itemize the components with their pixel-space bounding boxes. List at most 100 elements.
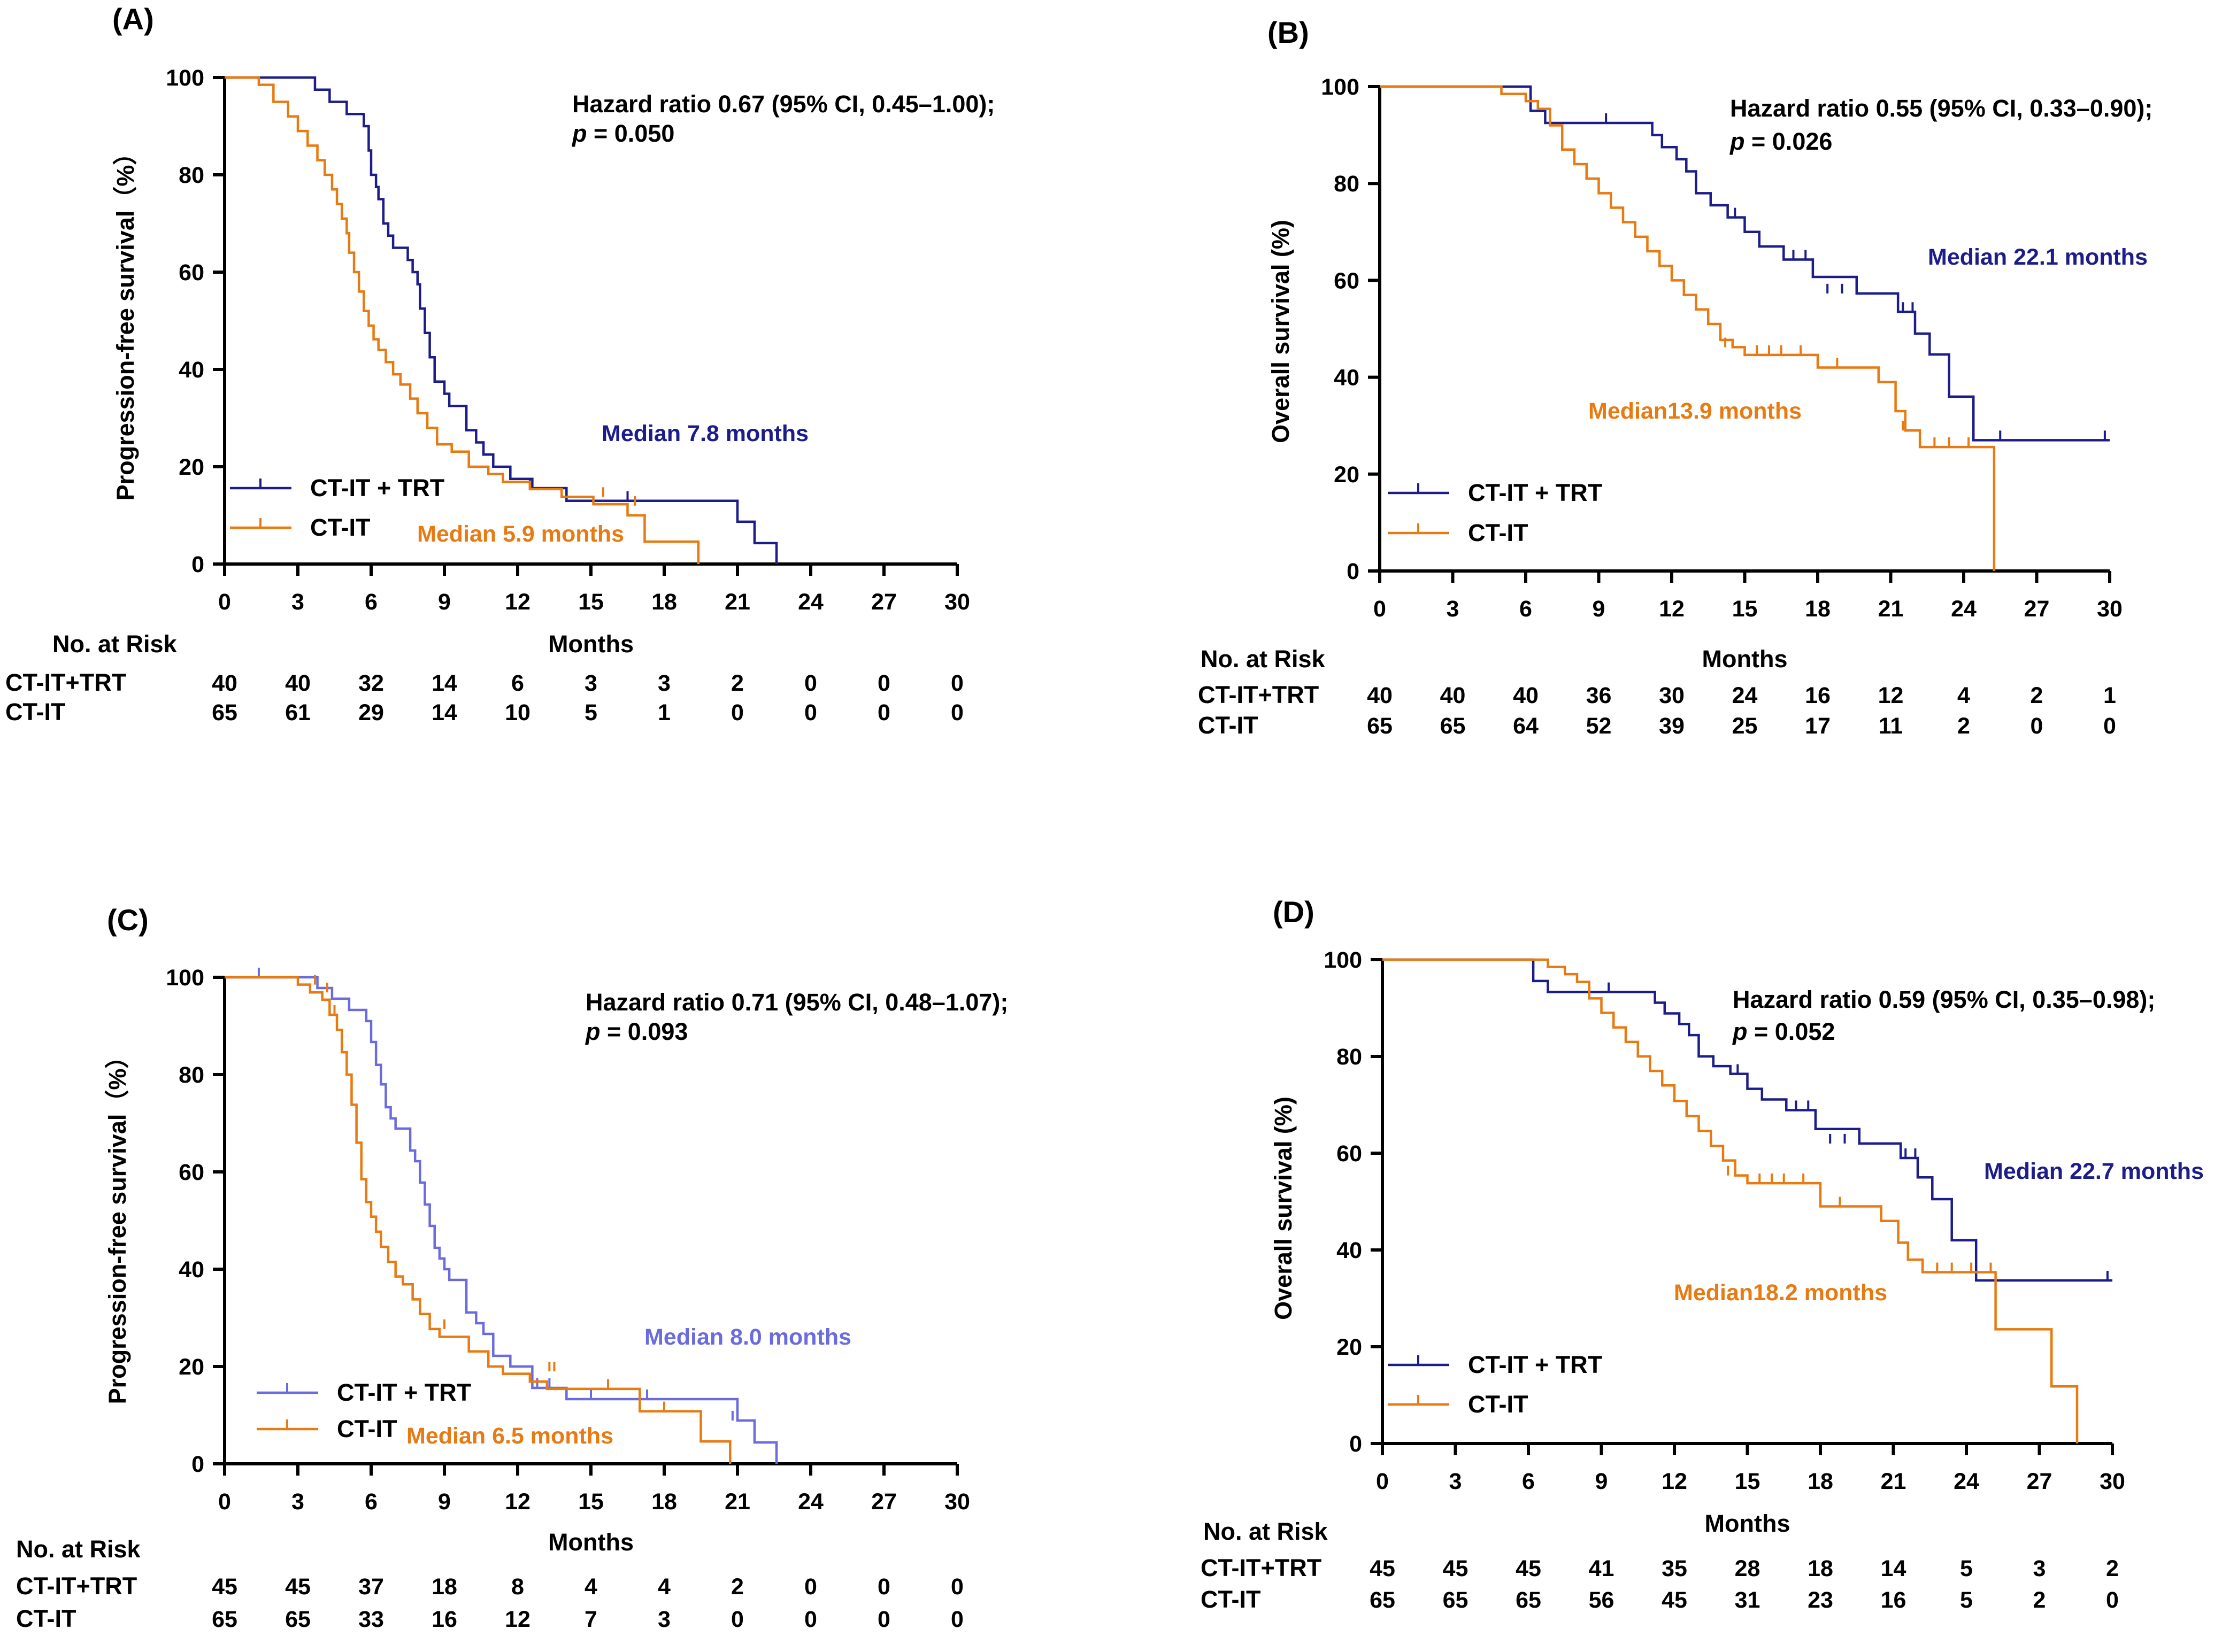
risk-count: 0 — [878, 1574, 890, 1600]
y-tick-label: 0 — [1347, 559, 1359, 584]
risk-row-label-ct-it-trt: CT-IT+TRT — [16, 1572, 137, 1600]
x-tick-label: 18 — [1808, 1469, 1833, 1494]
risk-count: 40 — [212, 670, 237, 696]
risk-count: 0 — [2106, 1587, 2119, 1613]
x-tick-label: 30 — [944, 589, 970, 615]
risk-count: 5 — [1960, 1587, 1973, 1613]
risk-count: 56 — [1589, 1587, 1614, 1613]
x-tick-label: 3 — [291, 1489, 304, 1515]
survival-curve-ct-it — [1382, 958, 2079, 1443]
legend-label-ct-it-trt: CT-IT + TRT — [310, 474, 444, 501]
x-tick-label: 6 — [365, 1489, 378, 1515]
risk-count: 2 — [2033, 1587, 2046, 1613]
x-tick-label: 0 — [1373, 596, 1386, 622]
risk-count: 64 — [1513, 713, 1539, 739]
risk-count: 45 — [1516, 1556, 1541, 1581]
risk-count: 32 — [358, 670, 384, 696]
median-label-ct-it-trt: Median 22.7 months — [1984, 1159, 2204, 1184]
y-axis-title: Progression-free survival（%） — [104, 1045, 131, 1404]
x-axis-title: Months — [1705, 1510, 1790, 1537]
risk-count: 0 — [951, 670, 964, 696]
p-value-text: p = 0.026 — [1729, 128, 1832, 155]
risk-count: 0 — [878, 700, 890, 725]
risk-count: 0 — [2031, 713, 2043, 739]
p-value-text: p = 0.052 — [1732, 1018, 1835, 1045]
risk-count: 0 — [951, 1574, 964, 1600]
x-tick-label: 30 — [944, 1489, 970, 1515]
y-tick-label: 0 — [191, 1452, 204, 1477]
risk-count: 14 — [1881, 1556, 1906, 1581]
y-tick-label: 40 — [1336, 1238, 1362, 1263]
risk-count: 10 — [505, 700, 530, 725]
y-tick-label: 20 — [179, 454, 204, 480]
panel-label: (B) — [1267, 16, 1309, 49]
y-tick-label: 100 — [166, 965, 204, 991]
median-label-ct-it: Median18.2 months — [1674, 1280, 1887, 1306]
risk-count: 0 — [878, 1607, 890, 1632]
x-tick-label: 21 — [725, 589, 750, 615]
panel-label: (D) — [1273, 895, 1314, 929]
x-tick-label: 21 — [1881, 1469, 1906, 1494]
survival-curve-ct-it — [225, 76, 700, 564]
risk-row-label-ct-it-trt: CT-IT+TRT — [1198, 681, 1319, 708]
x-tick-label: 21 — [725, 1489, 750, 1515]
x-axis-title: Months — [1702, 645, 1788, 673]
x-tick-label: 27 — [871, 1489, 897, 1515]
risk-row-label-ct-it-trt: CT-IT+TRT — [1201, 1554, 1321, 1581]
p-value: = 0.050 — [587, 120, 675, 147]
legend-label-ct-it-trt: CT-IT + TRT — [1468, 479, 1602, 506]
x-tick-label: 27 — [2027, 1469, 2052, 1494]
survival-curve-ct-it-trt — [1380, 85, 2110, 442]
risk-count: 16 — [1881, 1587, 1906, 1613]
x-tick-label: 24 — [1954, 1469, 1979, 1494]
risk-count: 2 — [731, 1574, 744, 1600]
risk-count: 29 — [358, 700, 384, 725]
risk-count: 0 — [804, 1574, 817, 1600]
risk-count: 12 — [1878, 683, 1904, 708]
risk-count: 1 — [2103, 683, 2116, 708]
y-tick-label: 80 — [1334, 171, 1359, 197]
legend-label-ct-it: CT-IT — [1468, 519, 1528, 546]
risk-count: 31 — [1735, 1587, 1760, 1613]
risk-count: 65 — [212, 1607, 237, 1632]
x-tick-label: 30 — [2097, 596, 2123, 622]
y-tick-label: 60 — [1336, 1141, 1362, 1167]
legend-label-ct-it: CT-IT — [1468, 1391, 1528, 1418]
p-value: = 0.052 — [1748, 1018, 1835, 1045]
y-axis-title: Progression-free survival（%） — [112, 141, 139, 501]
risk-count: 36 — [1586, 683, 1612, 708]
risk-count: 8 — [511, 1574, 524, 1600]
median-label-ct-it: Median13.9 months — [1588, 398, 1802, 424]
risk-count: 2 — [2031, 683, 2043, 708]
risk-count: 23 — [1808, 1587, 1833, 1613]
y-tick-label: 40 — [1334, 365, 1359, 391]
x-tick-label: 12 — [1659, 596, 1685, 622]
risk-count: 18 — [432, 1574, 457, 1600]
x-tick-label: 18 — [651, 1489, 677, 1515]
p-value-text: p = 0.050 — [572, 120, 674, 147]
risk-count: 14 — [432, 670, 457, 696]
risk-count: 39 — [1659, 713, 1685, 739]
risk-table-header: No. at Risk — [52, 630, 178, 658]
risk-count: 3 — [658, 670, 671, 696]
risk-table-header: No. at Risk — [1203, 1518, 1328, 1545]
y-tick-label: 60 — [179, 260, 204, 285]
y-tick-label: 60 — [179, 1160, 204, 1185]
risk-count: 17 — [1805, 713, 1831, 739]
x-tick-label: 24 — [798, 1489, 824, 1515]
y-tick-label: 80 — [179, 1062, 204, 1088]
risk-count: 16 — [1805, 683, 1831, 708]
risk-count: 2 — [2106, 1556, 2119, 1581]
p-symbol: p — [1732, 1018, 1748, 1045]
risk-count: 45 — [1370, 1556, 1395, 1581]
y-tick-label: 0 — [1349, 1431, 1362, 1457]
x-tick-label: 3 — [1447, 596, 1459, 622]
risk-count: 65 — [212, 700, 237, 725]
panel-label: (A) — [112, 2, 154, 36]
survival-curve-ct-it — [1380, 85, 1996, 571]
hazard-ratio-text: Hazard ratio 0.55 (95% CI, 0.33–0.90); — [1730, 95, 2152, 122]
x-tick-label: 9 — [1593, 596, 1605, 622]
